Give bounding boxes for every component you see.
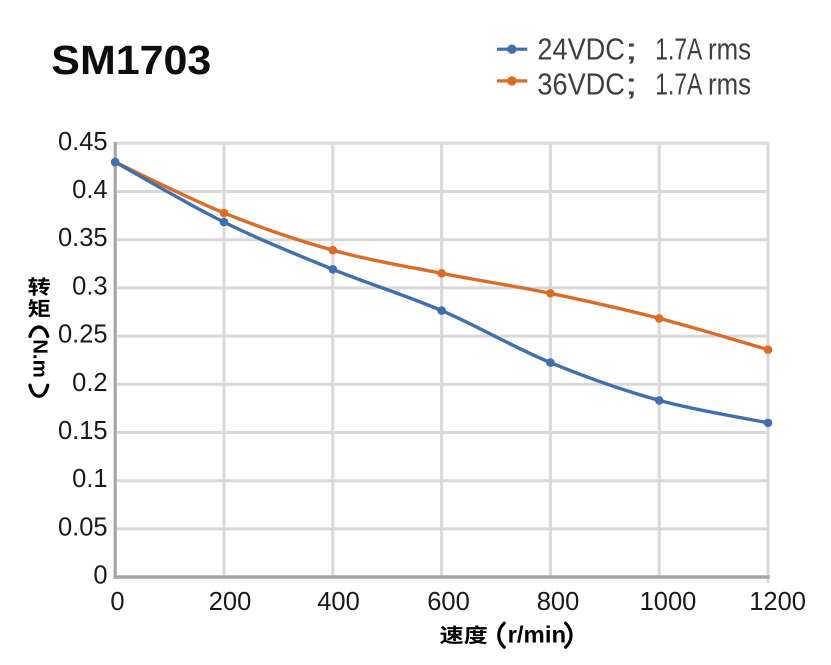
svg-text:400: 400 xyxy=(317,588,360,616)
svg-text:1000: 1000 xyxy=(640,588,697,616)
svg-text:0.45: 0.45 xyxy=(58,128,108,156)
svg-text:1200: 1200 xyxy=(749,588,806,616)
svg-text:0.25: 0.25 xyxy=(58,321,108,349)
svg-text:0: 0 xyxy=(110,588,124,616)
svg-text:0.3: 0.3 xyxy=(72,272,107,300)
svg-text:0.1: 0.1 xyxy=(72,465,107,493)
svg-text:600: 600 xyxy=(427,588,470,616)
svg-text:36VDC: 36VDC xyxy=(537,67,625,101)
svg-text:rms: rms xyxy=(708,67,751,101)
svg-text:200: 200 xyxy=(209,588,252,616)
svg-text:24VDC: 24VDC xyxy=(537,33,625,67)
svg-text:N.m: N.m xyxy=(29,339,52,378)
svg-text:0.35: 0.35 xyxy=(58,224,108,252)
svg-text:0.2: 0.2 xyxy=(72,369,107,397)
svg-text:;: ; xyxy=(624,32,638,66)
svg-text:0.4: 0.4 xyxy=(72,176,107,204)
svg-text:800: 800 xyxy=(537,588,580,616)
svg-text:1.7A: 1.7A xyxy=(655,33,702,67)
svg-text:r/min: r/min xyxy=(508,621,567,647)
svg-text:0: 0 xyxy=(93,562,107,590)
svg-text:1.7A: 1.7A xyxy=(655,67,702,101)
svg-text:SM1703: SM1703 xyxy=(51,37,211,83)
svg-text:;: ; xyxy=(624,66,638,100)
svg-text:0.15: 0.15 xyxy=(58,417,108,445)
svg-text:rms: rms xyxy=(708,33,751,67)
svg-text:0.05: 0.05 xyxy=(58,513,108,541)
